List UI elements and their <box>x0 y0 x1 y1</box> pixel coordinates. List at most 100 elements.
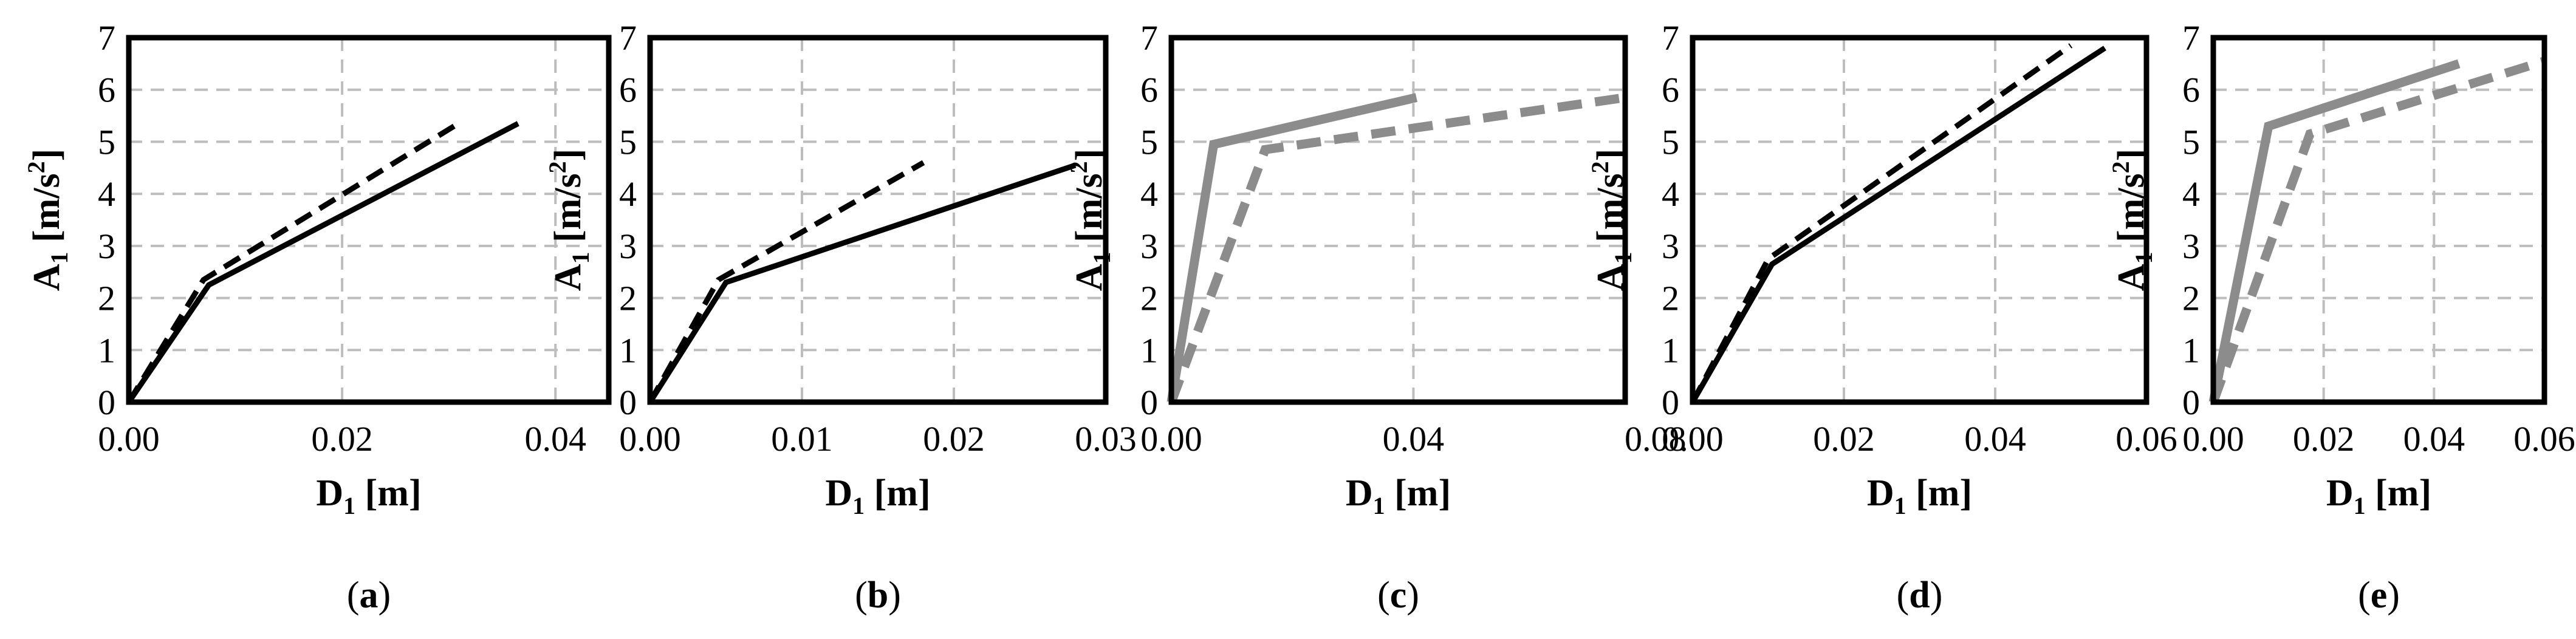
y-tick-label: 6 <box>1140 70 1158 110</box>
y-tick-label: 0 <box>1662 383 1679 422</box>
x-axis-label: D1 [m] <box>2326 473 2431 519</box>
y-tick-label: 7 <box>2182 18 2200 58</box>
y-tick-label: 5 <box>2182 122 2200 162</box>
chart-panel-b: 0 1 2 3 4 5 6 7 0.00 0.01 0.02 0.03 D1 [m] A1 [m/s2] (… <box>544 18 1137 616</box>
series-line-dashed <box>2208 56 2546 404</box>
plot-frame <box>126 35 612 405</box>
y-tick-label: 6 <box>98 70 115 110</box>
caption-letter: e <box>2371 575 2388 616</box>
x-tick-label: 0.06 <box>2115 419 2177 459</box>
series-line-solid <box>2208 59 2461 403</box>
y-tick-label: 2 <box>1662 279 1679 318</box>
plot-frame <box>647 35 1109 405</box>
y-tick-label: 4 <box>619 174 637 214</box>
y-tick-label: 2 <box>1140 279 1158 318</box>
x-tick-label: 0.04 <box>1964 419 2026 459</box>
panel-caption: (a) <box>347 575 391 616</box>
caption-paren: ( <box>855 575 868 616</box>
y-tick-label: 7 <box>1140 18 1158 58</box>
caption-paren: ) <box>379 575 391 616</box>
y-tick-label: 7 <box>1662 18 1679 58</box>
y-tick-label: 4 <box>98 174 115 214</box>
panel-caption: (e) <box>2358 575 2400 616</box>
y-tick-label: 1 <box>98 330 115 370</box>
x-tick-label: 0.06 <box>2513 419 2575 459</box>
x-tick-label: 0.03 <box>1075 419 1137 459</box>
y-tick-label: 6 <box>2182 70 2200 110</box>
x-tick-label: 0.02 <box>2293 419 2355 459</box>
x-tick-label: 0.08 <box>1625 419 1687 459</box>
y-tick-label: 0 <box>619 383 637 422</box>
x-tick-label: 0.00 <box>1662 419 1724 459</box>
panel-caption: (b) <box>855 575 901 616</box>
y-tick-label: 0 <box>98 383 115 422</box>
plot-frame <box>1690 35 2150 405</box>
caption-paren: ) <box>2387 575 2400 616</box>
y-axis-label: A1 [m/s2] <box>1586 149 1637 292</box>
chart-panel-c: 0 1 2 3 4 5 6 7 0.00 0.04 0.08 D1 [m] A1 [m/s2] (c) <box>1065 18 1687 616</box>
series-line-dashed <box>1166 93 1626 404</box>
x-tick-label: 0.02 <box>923 419 985 459</box>
caption-paren: ) <box>1406 575 1419 616</box>
y-tick-label: 4 <box>1140 174 1158 214</box>
plot-frame <box>1168 35 1628 405</box>
caption-paren: ( <box>2358 575 2371 616</box>
caption-paren: ( <box>1377 575 1390 616</box>
chart-panel-e: 0 1 2 3 4 5 6 7 0.00 0.02 0.04 0.06 D1 [m] A1 [m/s2] (… <box>2107 18 2575 616</box>
series-line-solid <box>126 121 519 404</box>
y-tick-label: 4 <box>2182 174 2200 214</box>
x-tick-label: 0.04 <box>1383 419 1445 459</box>
y-axis-label: A1 [m/s2] <box>2107 149 2157 292</box>
y-tick-label: 6 <box>619 70 637 110</box>
series-line-dashed <box>126 123 456 404</box>
caption-paren: ) <box>888 575 901 616</box>
y-tick-label: 3 <box>1140 227 1158 266</box>
panel-caption: (d) <box>1897 575 1943 616</box>
y-tick-label: 5 <box>1140 122 1158 162</box>
x-tick-label: 0.00 <box>98 419 160 459</box>
caption-letter: a <box>360 575 379 616</box>
caption-paren: ( <box>1897 575 1910 616</box>
y-tick-label: 3 <box>98 227 115 266</box>
panel-caption: (c) <box>1377 575 1419 616</box>
y-tick-label: 6 <box>1662 70 1679 110</box>
caption-letter: d <box>1909 575 1930 616</box>
x-axis-label: D1 [m] <box>825 473 930 519</box>
x-tick-label: 0.02 <box>1813 419 1875 459</box>
y-tick-label: 3 <box>2182 227 2200 266</box>
y-tick-label: 4 <box>1662 174 1679 214</box>
y-tick-label: 3 <box>619 227 637 266</box>
y-tick-label: 7 <box>98 18 115 58</box>
y-axis-label: A1 [m/s2] <box>22 149 73 292</box>
y-tick-label: 0 <box>1140 383 1158 422</box>
x-tick-label: 0.02 <box>311 419 373 459</box>
x-tick-label: 0.00 <box>1140 419 1202 459</box>
chart-panel-a: 0 1 2 3 4 5 6 7 0.00 0.02 0.04 D1 [m] A1 [m/s2] (a) <box>22 18 612 616</box>
y-tick-label: 1 <box>1662 330 1679 370</box>
y-tick-label: 1 <box>619 330 637 370</box>
series-line-solid <box>1690 46 2106 404</box>
caption-letter: b <box>868 575 888 616</box>
plot-frame <box>2210 35 2547 405</box>
x-tick-label: 0.04 <box>524 419 586 459</box>
x-tick-label: 0.00 <box>619 419 681 459</box>
y-tick-label: 0 <box>2182 383 2200 422</box>
y-tick-label: 2 <box>2182 279 2200 318</box>
x-tick-label: 0.01 <box>771 419 833 459</box>
series-line-solid <box>648 162 1077 404</box>
y-tick-label: 5 <box>98 122 115 162</box>
x-axis-label: D1 [m] <box>316 473 421 519</box>
y-tick-label: 1 <box>2182 330 2200 370</box>
series-line-dashed <box>1690 43 2073 404</box>
y-tick-label: 1 <box>1140 330 1158 370</box>
x-axis-label: D1 [m] <box>1346 473 1451 519</box>
y-axis-label: A1 [m/s2] <box>1065 149 1115 292</box>
y-tick-label: 2 <box>98 279 115 318</box>
y-tick-label: 3 <box>1662 227 1679 266</box>
y-axis-label: A1 [m/s2] <box>544 149 594 292</box>
y-tick-label: 5 <box>619 122 637 162</box>
series-line-solid <box>1166 93 1418 403</box>
y-tick-label: 2 <box>619 279 637 318</box>
x-tick-label: 0.04 <box>2403 419 2465 459</box>
